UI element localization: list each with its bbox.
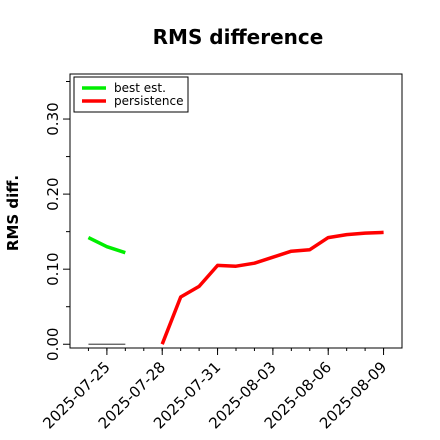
y-tick-label: 0.00 xyxy=(44,328,62,361)
series-layer xyxy=(87,230,384,345)
y-tick-label: 0.10 xyxy=(44,252,62,285)
series-line-persistence xyxy=(160,230,384,345)
legend-label-persistence: persistence xyxy=(114,94,183,108)
x-axis: 2025-07-252025-07-282025-07-312025-08-03… xyxy=(39,348,390,432)
chart-title: RMS difference xyxy=(153,25,324,49)
legend-box xyxy=(73,76,189,113)
y-axis: 0.00 0.10 0.20 0.30 xyxy=(44,81,70,361)
series-line-best-est xyxy=(87,236,126,255)
y-tick-label: 0.20 xyxy=(44,177,62,210)
y-tick-label: 0.30 xyxy=(44,102,62,135)
legend-label-best-est: best est. xyxy=(114,81,166,95)
legend: best est. persistence xyxy=(73,76,189,113)
plot-frame xyxy=(69,73,403,349)
y-axis-label: RMS diff. xyxy=(4,175,22,251)
